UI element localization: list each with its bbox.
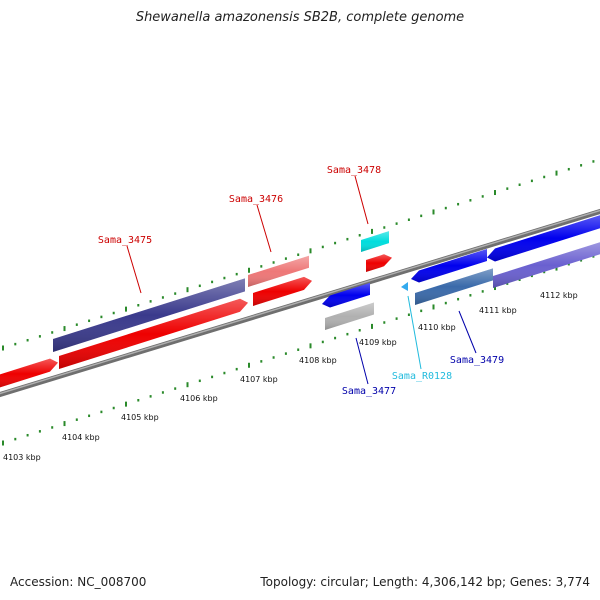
leader-line bbox=[126, 245, 142, 294]
accession-text: Accession: NC_008700 bbox=[10, 575, 147, 589]
gene-labels: Sama_3475 Sama_3476 Sama_3478 Sama_3477 Sama… bbox=[98, 165, 504, 397]
feature-reverse-2 bbox=[59, 298, 248, 369]
leader-line bbox=[407, 295, 422, 370]
backbone-highlight bbox=[0, 209, 600, 395]
tick-label: 4107 kbp bbox=[240, 375, 278, 384]
leader-line bbox=[354, 175, 369, 225]
tick-label: 4112 kbp bbox=[540, 291, 578, 300]
tick-label: 4104 kbp bbox=[62, 433, 100, 442]
upper-tick-row bbox=[2, 160, 595, 351]
genome-summary-text: Topology: circular; Length: 4,306,142 bp… bbox=[260, 575, 590, 589]
feature-steel bbox=[415, 268, 493, 305]
feature-purple bbox=[53, 278, 245, 352]
tick-rows bbox=[2, 160, 595, 446]
features bbox=[0, 215, 600, 388]
gene-label: Sama_3477 bbox=[342, 386, 396, 397]
map-title: Shewanella amazonensis SB2B, complete ge… bbox=[135, 10, 465, 25]
leader-line bbox=[458, 310, 477, 354]
tick-label: 4111 kbp bbox=[479, 306, 517, 315]
gene-label: Sama_3476 bbox=[229, 194, 283, 205]
tick-label: 4109 kbp bbox=[359, 338, 397, 347]
feature-grey bbox=[325, 302, 374, 330]
feature-rna-wedge bbox=[401, 282, 408, 291]
feature-forward-2 bbox=[411, 248, 487, 283]
feature-reverse-1 bbox=[0, 358, 58, 388]
tick-label: 4103 kbp bbox=[3, 453, 41, 462]
tick-label: 4110 kbp bbox=[418, 323, 456, 332]
feature-violet bbox=[493, 242, 600, 288]
tick-labels: 4103 kbp 4104 kbp 4105 kbp 4106 kbp 4107 kbp… bbox=[3, 291, 578, 462]
gene-label: Sama_3478 bbox=[327, 165, 381, 176]
tick-label: 4108 kbp bbox=[299, 356, 337, 365]
backbone-line bbox=[0, 208, 600, 398]
feature-forward-3 bbox=[487, 215, 600, 262]
label-leaders bbox=[126, 175, 477, 385]
backbone bbox=[0, 208, 600, 398]
feature-reverse-3 bbox=[253, 276, 312, 306]
feature-forward-1 bbox=[322, 282, 370, 308]
gene-label: Sama_3479 bbox=[450, 355, 504, 366]
gene-label: Sama_3475 bbox=[98, 235, 152, 246]
feature-pale-red bbox=[248, 255, 309, 287]
feature-reverse-4 bbox=[366, 254, 392, 272]
tick-label: 4106 kbp bbox=[180, 394, 218, 403]
leader-line bbox=[256, 204, 272, 253]
gene-label: Sama_R0128 bbox=[392, 371, 452, 382]
tick-label: 4105 kbp bbox=[121, 413, 159, 422]
leader-line bbox=[355, 337, 369, 385]
feature-rna bbox=[361, 231, 389, 252]
